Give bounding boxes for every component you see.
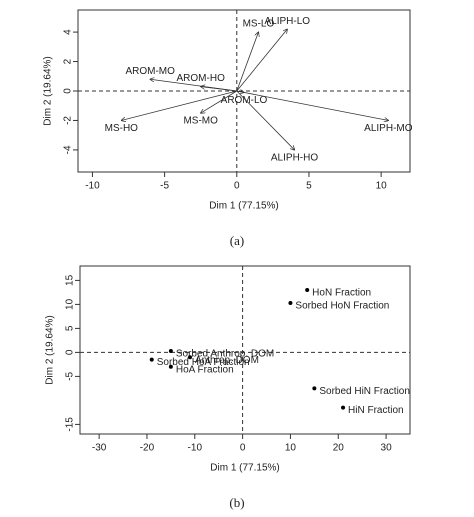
y-tick-label: 5 xyxy=(65,325,76,331)
y-tick-label: -2 xyxy=(63,116,74,125)
x-tick-label: 30 xyxy=(381,443,393,454)
x-axis-label: Dim 1 (77.15%) xyxy=(209,201,278,212)
arrow-label: MS-LO xyxy=(243,19,275,30)
x-tick-label: 10 xyxy=(376,181,388,192)
point-label: Sorbed HiN Fraction xyxy=(319,386,410,397)
caption: (b) xyxy=(229,495,244,510)
x-tick-label: 0 xyxy=(240,443,246,454)
y-tick-label: 4 xyxy=(63,29,74,35)
arrow-label: MS-MO xyxy=(183,116,218,127)
x-tick-label: 20 xyxy=(333,443,345,454)
point xyxy=(168,348,173,353)
x-axis-label: Dim 1 (77.15%) xyxy=(210,463,279,474)
y-tick-label: 10 xyxy=(65,298,76,310)
point xyxy=(305,288,310,292)
point-label: Anthrop. DOM xyxy=(195,355,259,366)
y-tick-label: -5 xyxy=(65,372,76,381)
arrow-label: ALIPH-HO xyxy=(271,153,318,164)
caption: (a) xyxy=(230,233,244,248)
arrow-label: AROM-MO xyxy=(125,66,175,77)
point xyxy=(149,357,154,362)
x-tick-label: 0 xyxy=(234,181,240,192)
point xyxy=(288,300,293,305)
y-tick-label: -4 xyxy=(63,145,74,154)
arrow-label: AROM-HO xyxy=(177,73,226,84)
point-label: HoA Fraction xyxy=(176,364,234,375)
arrow-label: AROM-LO xyxy=(221,95,268,106)
x-tick-label: -5 xyxy=(160,181,169,192)
y-tick-label: 0 xyxy=(65,349,76,355)
arrow xyxy=(236,29,288,92)
point-label: Sorbed Anthrop. DOM xyxy=(176,349,274,360)
arrow xyxy=(236,90,389,120)
x-tick-label: -30 xyxy=(92,443,107,454)
point-label: Sorbed HoN Fraction xyxy=(295,301,389,312)
x-tick-label: -10 xyxy=(188,443,203,454)
arrow-label: ALIPH-LO xyxy=(265,16,311,27)
point xyxy=(341,405,346,410)
x-tick-label: 5 xyxy=(306,181,312,192)
point-label: Sorbed HoA Fraction xyxy=(157,357,250,368)
x-tick-label: -20 xyxy=(140,443,155,454)
arrow xyxy=(201,87,237,92)
arrow xyxy=(236,90,295,150)
arrow-label: MS-HO xyxy=(105,123,139,134)
arrow xyxy=(236,32,259,92)
arrow-label: ALIPH-MO xyxy=(364,123,413,134)
point xyxy=(312,386,317,391)
y-axis-label: Dim 2 (19.64%) xyxy=(43,56,54,125)
y-tick-label: 15 xyxy=(65,274,76,286)
arrow xyxy=(201,90,237,113)
point xyxy=(188,355,192,360)
point-label: HiN Fraction xyxy=(348,405,404,416)
y-tick-label: 0 xyxy=(63,88,74,94)
point xyxy=(168,364,173,369)
y-tick-label: 2 xyxy=(63,58,74,64)
x-tick-label: 10 xyxy=(285,443,297,454)
point-label: HoN Fraction xyxy=(312,288,371,299)
arrow xyxy=(121,90,237,120)
y-axis-label: Dim 2 (19.64%) xyxy=(45,315,56,384)
x-tick-label: -10 xyxy=(85,181,100,192)
plot-frame xyxy=(79,265,411,435)
y-tick-label: -15 xyxy=(65,417,76,432)
